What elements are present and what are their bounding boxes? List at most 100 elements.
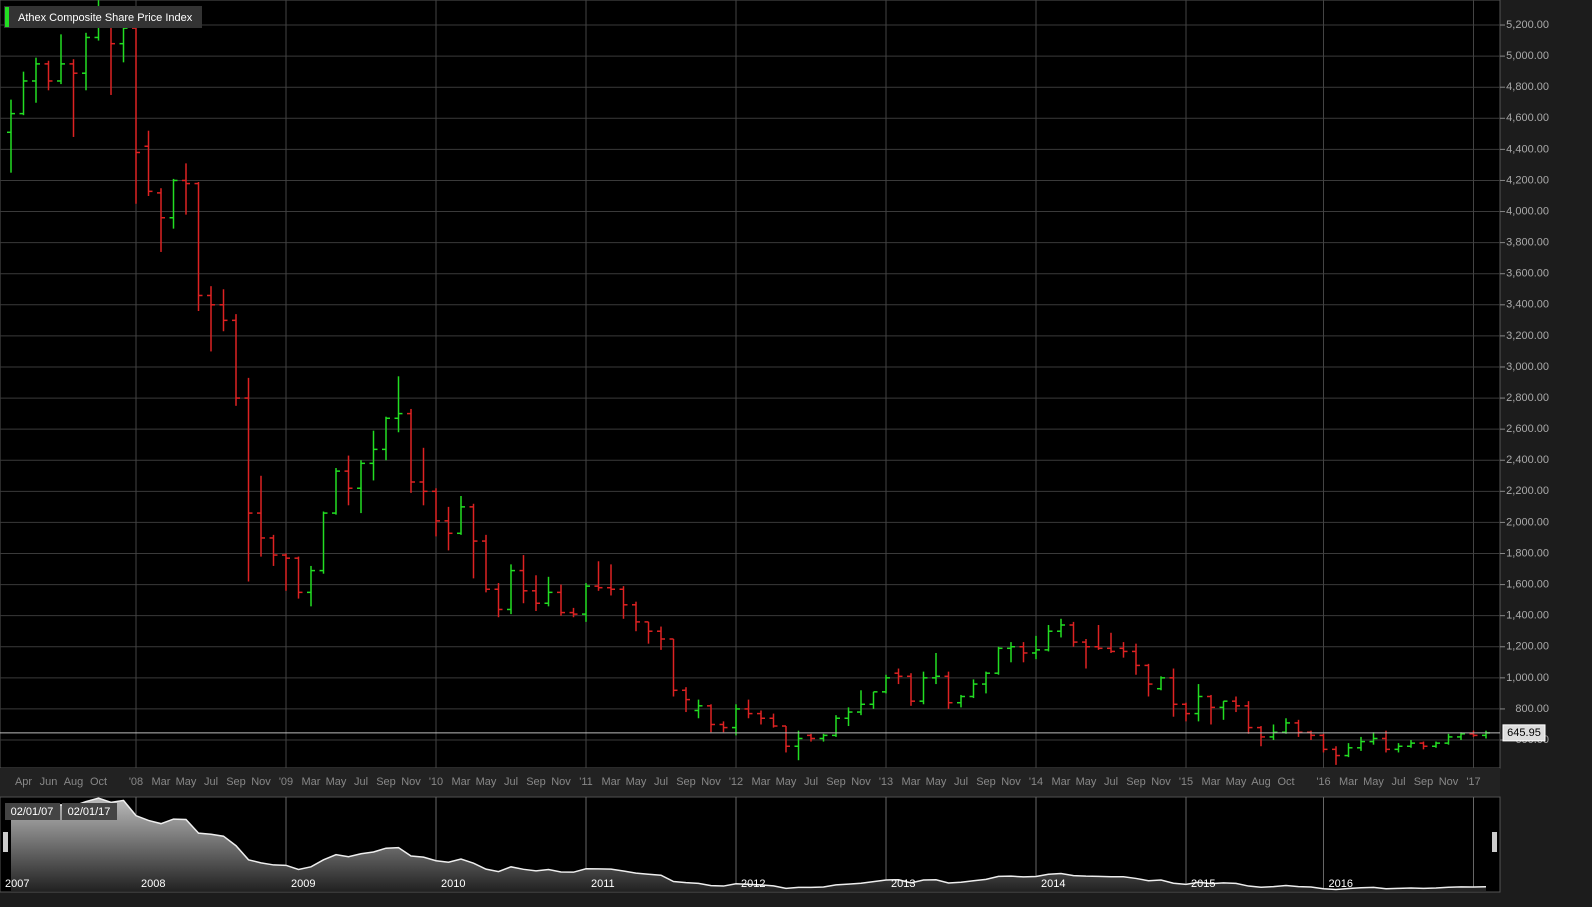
x-tick-label: '11 [579,776,593,788]
x-tick-label: Nov [851,776,871,788]
range-box [62,803,117,820]
bars [7,0,1490,765]
y-tick-label: 2,000.00 [1506,516,1549,528]
nav-handle-left[interactable] [3,832,8,852]
x-tick-label: Sep [376,776,396,788]
range-box [5,803,60,820]
nav-year-label: 2010 [441,878,465,890]
x-tick-label: Mar [1052,776,1071,788]
x-tick-label: Aug [1251,776,1271,788]
x-tick-label: Jul [654,776,668,788]
nav-year-label: 2009 [291,878,315,890]
x-tick-label: Nov [251,776,271,788]
x-tick-label: '10 [429,776,443,788]
x-tick-label: May [326,776,347,788]
y-tick-label: 3,200.00 [1506,330,1549,342]
y-tick-label: 4,600.00 [1506,112,1549,124]
x-tick-label: Nov [551,776,571,788]
nav-year-label: 2008 [141,878,165,890]
x-tick-label: '16 [1316,776,1330,788]
navigator-layer: 2007 2008 2009 2010 2011 2012 2013 2014 2015 2016 [5,797,1487,891]
x-tick-label: Sep [826,776,846,788]
x-tick-label: '09 [279,776,293,788]
x-tick-label: Jun [40,776,58,788]
x-tick-label: May [926,776,947,788]
x-tick-label: May [626,776,647,788]
x-tick-label: Jul [504,776,518,788]
nav-handle-right[interactable] [1492,832,1497,852]
y-tick-label: 5,200.00 [1506,19,1549,31]
x-tick-label: Mar [752,776,771,788]
title-marker [5,7,9,27]
x-tick-label: Mar [302,776,321,788]
y-tick-label: 1,200.00 [1506,641,1549,653]
x-tick-label: Jul [354,776,368,788]
plot-area [0,0,1501,769]
title-box [4,6,202,28]
nav-line [10,797,1487,891]
x-tick-label: Sep [976,776,996,788]
x-tick-label: Nov [1439,776,1459,788]
x-tick-label: Mar [1339,776,1358,788]
y-tick-label: 2,800.00 [1506,392,1549,404]
x-tick-label: Sep [526,776,546,788]
x-tick-label: '14 [1029,776,1043,788]
x-tick-label: Jul [204,776,218,788]
x-tick-label: '17 [1466,776,1480,788]
x-tick-label: '15 [1179,776,1193,788]
x-tick-label: May [1226,776,1247,788]
labels: 600.00800.001,000.001,200.001,400.001,60… [0,19,1549,788]
x-tick-label: May [776,776,797,788]
last-price-label: 645.95 [1507,727,1541,739]
x-tick-label: '12 [729,776,743,788]
chart-title: Athex Composite Share Price Index [18,12,193,24]
y-tick-label: 3,400.00 [1506,299,1549,311]
y-tick-label: 3,800.00 [1506,237,1549,249]
y-tick-label: 2,400.00 [1506,454,1549,466]
range-end: 02/01/17 [68,806,111,818]
x-tick-label: '08 [129,776,143,788]
x-tick-label: May [176,776,197,788]
y-tick-label: 4,400.00 [1506,143,1549,155]
x-tick-label: Mar [902,776,921,788]
x-tick-label: Jul [804,776,818,788]
y-tick-label: 4,800.00 [1506,81,1549,93]
x-tick-label: Sep [1126,776,1146,788]
x-tick-label: Jul [1104,776,1118,788]
x-tick-label: Nov [701,776,721,788]
x-tick-label: Jul [1391,776,1405,788]
y-tick-label: 800.00 [1515,703,1549,715]
y-tick-label: 1,400.00 [1506,610,1549,622]
x-tick-label: Nov [401,776,421,788]
last-price-box [1502,724,1546,742]
nav-year-label: 2007 [5,878,29,890]
x-tick-label: Apr [15,776,32,788]
nav-year-label: 2016 [1329,878,1353,890]
grid [0,0,1500,891]
y-tick-label: 4,000.00 [1506,205,1549,217]
x-tick-label: Sep [226,776,246,788]
x-tick-label: Aug [64,776,84,788]
nav-year-label: 2011 [591,878,615,890]
nav-year-label: 2014 [1041,878,1065,890]
x-tick-label: '13 [879,776,893,788]
x-tick-label: May [1076,776,1097,788]
x-tick-label: Mar [452,776,471,788]
x-tick-label: Oct [90,776,107,788]
nav-year-label: 2012 [741,878,765,890]
x-tick-label: Nov [1151,776,1171,788]
x-tick-label: Mar [602,776,621,788]
x-axis-strip [0,768,1500,796]
nav-year-label: 2013 [891,878,915,890]
x-tick-label: Oct [1277,776,1294,788]
y-tick-label: 1,600.00 [1506,578,1549,590]
y-tick-label: 3,600.00 [1506,268,1549,280]
x-tick-label: Sep [1414,776,1434,788]
x-tick-label: Mar [1202,776,1221,788]
x-tick-label: Mar [152,776,171,788]
x-tick-label: Sep [676,776,696,788]
x-tick-label: May [476,776,497,788]
y-tick-label: 3,000.00 [1506,361,1549,373]
y-tick-label: 2,600.00 [1506,423,1549,435]
